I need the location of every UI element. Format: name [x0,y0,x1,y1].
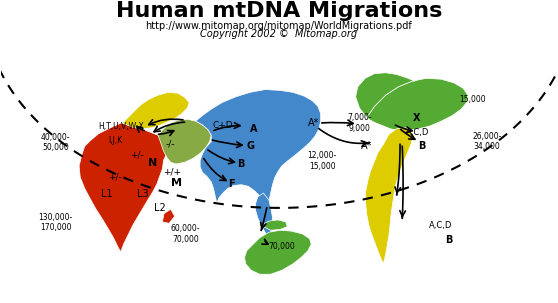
Text: 7,000-
9,000: 7,000- 9,000 [347,113,372,133]
Text: Copyright 2002 ©  Mitomap.org: Copyright 2002 © Mitomap.org [200,29,358,39]
Polygon shape [365,128,413,264]
Text: http://www.mitomap.org/mitomap/WorldMigrations.pdf: http://www.mitomap.org/mitomap/WorldMigr… [146,21,412,31]
Text: L1: L1 [101,189,113,199]
Text: I,J,K: I,J,K [108,136,122,145]
Text: M: M [171,178,182,188]
Polygon shape [158,119,211,164]
Text: L2: L2 [154,203,166,213]
Text: +/-: +/- [131,150,145,159]
Text: A,C,D: A,C,D [430,221,453,230]
Polygon shape [196,90,321,207]
Text: 70,000: 70,000 [268,242,295,251]
Text: 12,000-
15,000: 12,000- 15,000 [307,152,337,171]
Polygon shape [122,92,189,129]
Text: L3: L3 [137,189,149,199]
Polygon shape [162,209,175,223]
Text: +/-: +/- [108,173,122,181]
Text: A,C,D: A,C,D [406,128,430,137]
Text: B: B [445,235,452,245]
Text: 60,000-
70,000: 60,000- 70,000 [171,224,200,244]
Text: G: G [246,141,254,151]
Text: A*: A* [307,118,319,128]
Text: H,T,U,V,W,X: H,T,U,V,W,X [98,122,143,131]
Polygon shape [367,78,468,130]
Polygon shape [256,193,272,239]
Text: 130,000-
170,000: 130,000- 170,000 [39,213,73,232]
Polygon shape [79,123,168,252]
Text: +/+: +/+ [163,167,181,176]
Text: Human mtDNA Migrations: Human mtDNA Migrations [116,1,442,21]
Text: A: A [250,124,257,134]
Polygon shape [261,220,287,230]
Polygon shape [244,230,311,274]
Text: C+D: C+D [212,122,233,130]
Polygon shape [355,73,415,118]
Text: B: B [418,141,426,151]
Text: -/-: -/- [166,139,175,148]
Text: A*: A* [361,141,372,151]
Text: B: B [238,159,245,169]
Text: 40,000-
50,000: 40,000- 50,000 [41,133,70,152]
Text: 15,000: 15,000 [459,95,485,104]
Text: F: F [228,178,235,188]
Text: N: N [148,158,157,168]
Text: 26,000-
34,000: 26,000- 34,000 [473,132,502,151]
Text: X: X [413,112,420,122]
